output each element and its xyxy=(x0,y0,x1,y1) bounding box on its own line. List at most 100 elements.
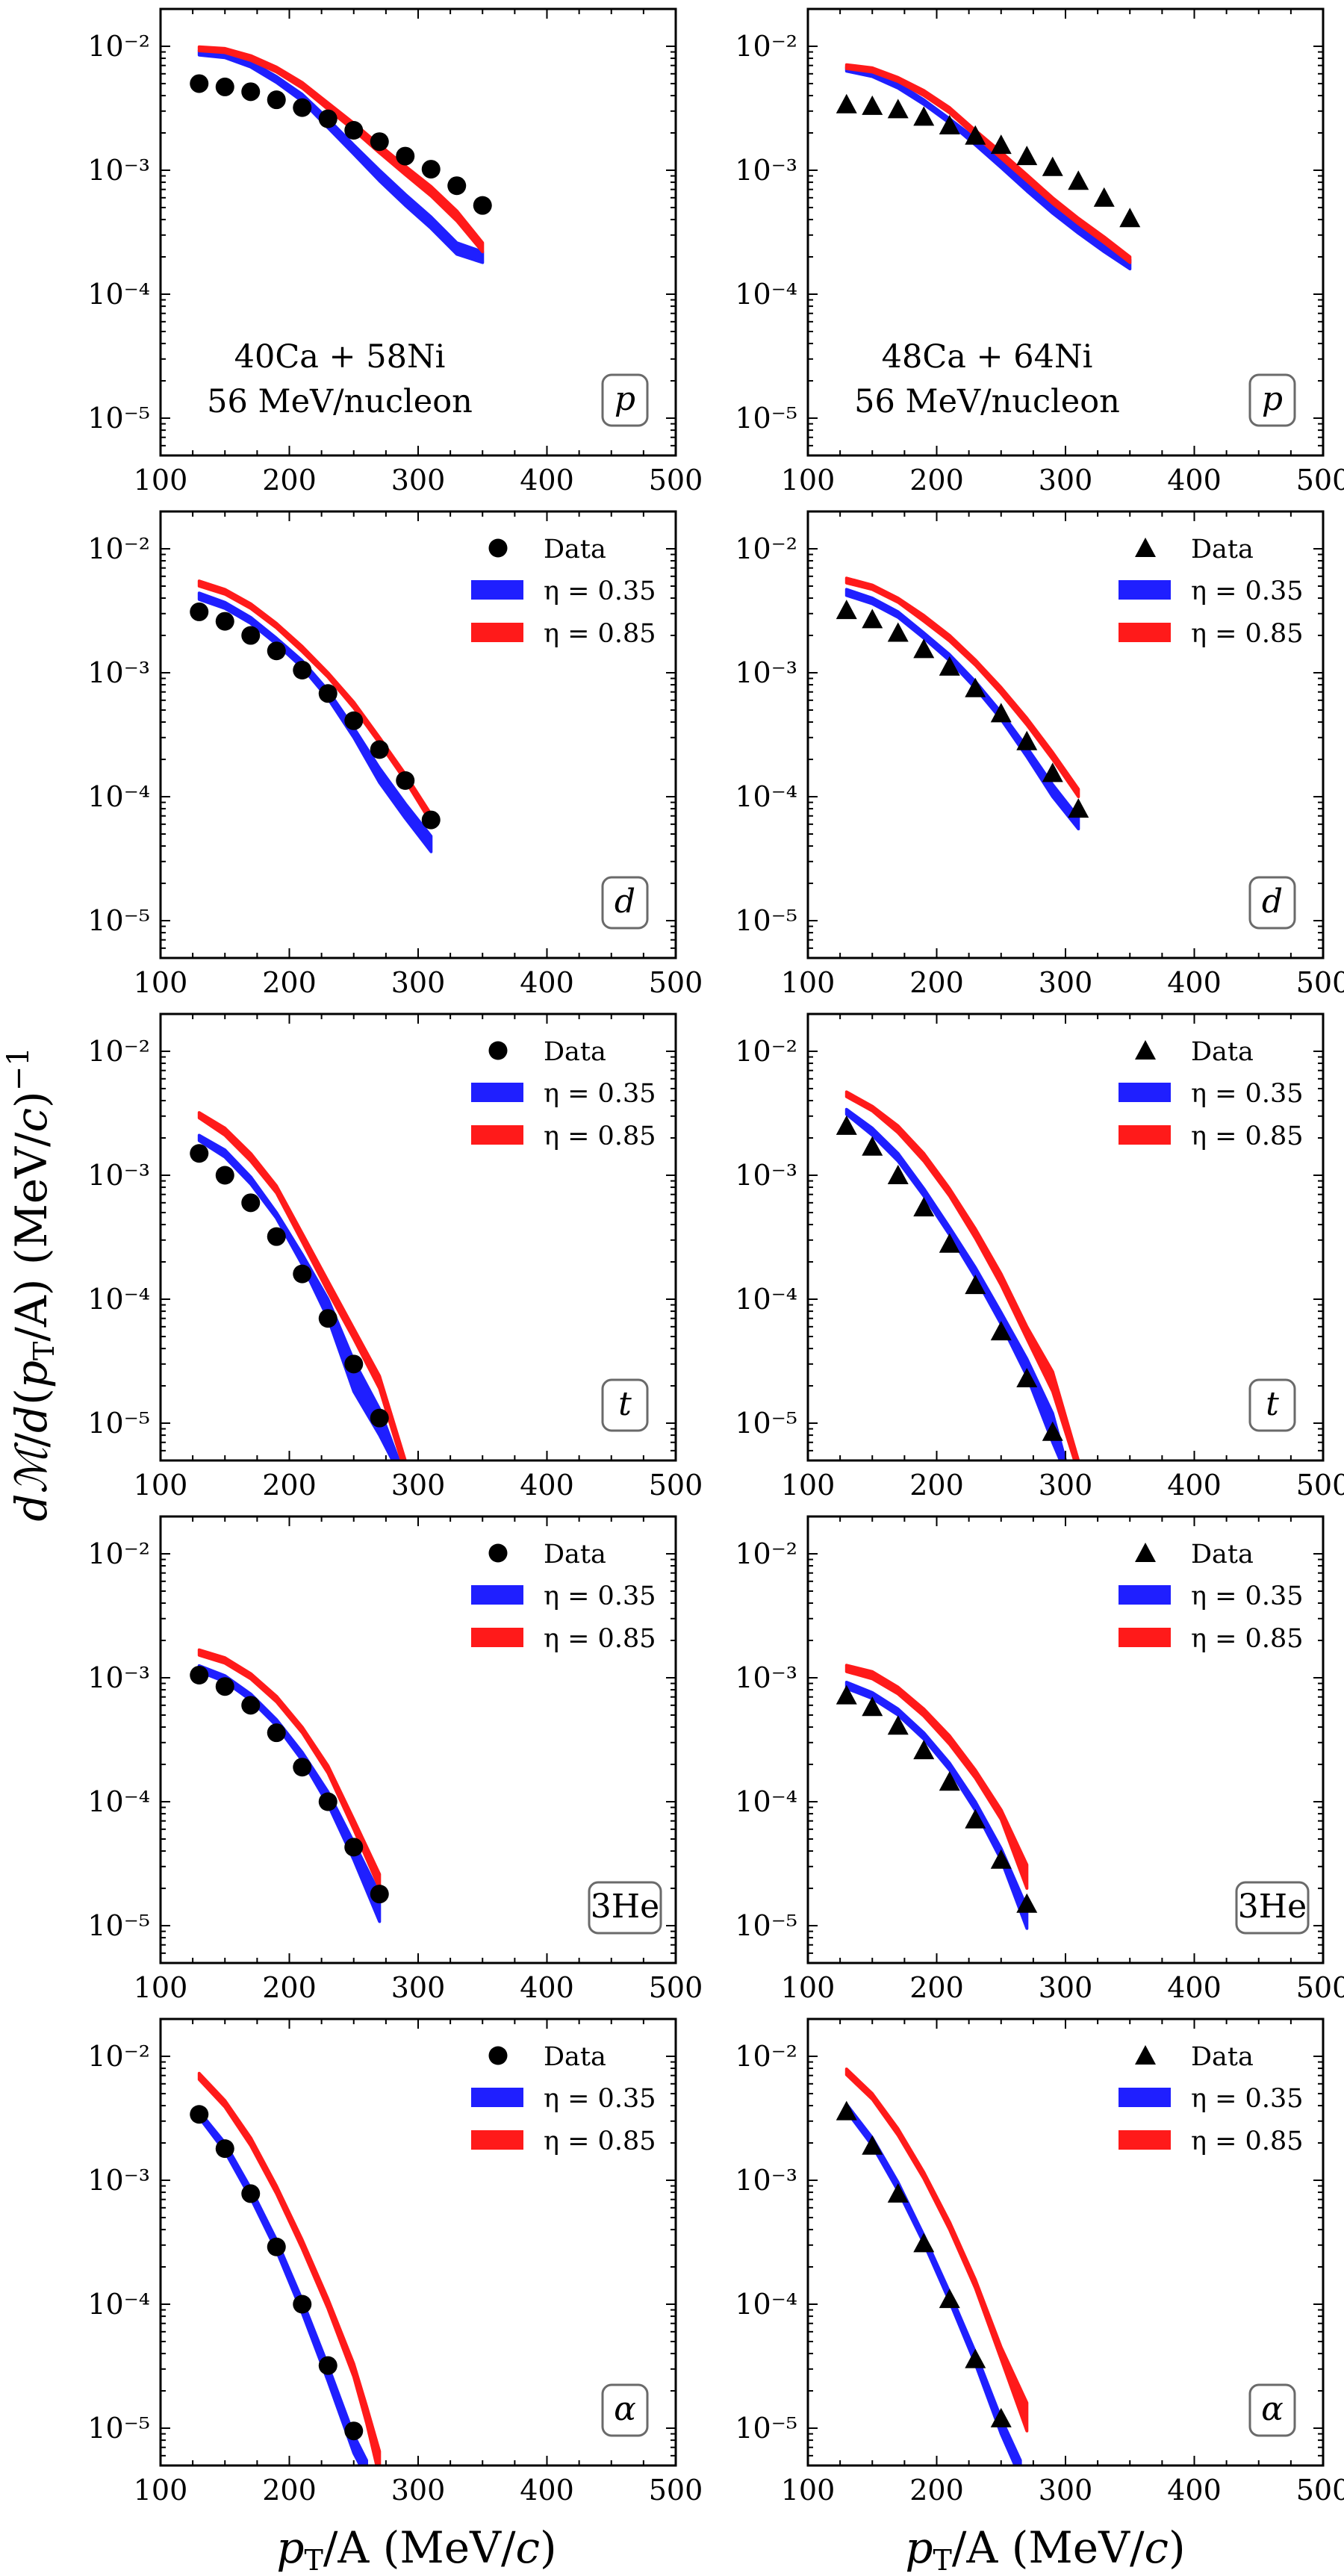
y-tick-label: 10⁻² xyxy=(735,1035,797,1068)
series-band-eta-035 xyxy=(844,1681,1029,1930)
legend-label-data: Data xyxy=(544,535,606,564)
y-tick-label: 10⁻⁴ xyxy=(87,278,150,311)
y-tick-label: 10⁻⁴ xyxy=(735,1785,797,1818)
data-point xyxy=(862,1136,883,1156)
x-tick-label: 400 xyxy=(1167,1971,1222,2004)
data-point xyxy=(965,2348,986,2368)
legend-swatch-eta-035 xyxy=(471,1585,523,1605)
x-tick-label: 200 xyxy=(909,1971,964,2004)
data-point xyxy=(396,146,415,166)
y-tick-label: 10⁻⁴ xyxy=(87,2288,150,2321)
legend-label-eta-035: η = 0.35 xyxy=(1191,1079,1303,1109)
legend-label-eta-035: η = 0.35 xyxy=(544,576,656,606)
data-point xyxy=(344,120,364,140)
data-point xyxy=(862,1696,883,1717)
y-tick-label: 10⁻³ xyxy=(87,656,150,689)
legend-marker-data xyxy=(488,538,508,558)
y-tick-label: 10⁻² xyxy=(87,30,150,63)
legend-label-eta-035: η = 0.35 xyxy=(544,1079,656,1109)
data-point xyxy=(344,1838,364,1857)
x-tick-label: 500 xyxy=(1296,2474,1344,2507)
data-point xyxy=(862,609,883,629)
data-point xyxy=(965,677,986,697)
data-point xyxy=(215,612,234,631)
x-tick-label: 300 xyxy=(1039,464,1093,497)
panel-p-Ca48: 100 200 300 400 500 10⁻² 10⁻³ 10⁻⁴ 10⁻⁵ p 48Ca + 6… xyxy=(735,7,1344,497)
data-point xyxy=(241,2184,261,2203)
data-point xyxy=(836,1115,857,1135)
x-tick-label: 500 xyxy=(649,1469,703,1502)
data-point xyxy=(913,1197,935,1217)
legend-swatch-eta-085 xyxy=(471,1125,523,1145)
series-band-eta-085 xyxy=(844,576,1080,798)
legend-marker-data xyxy=(1135,1543,1156,1562)
data-point xyxy=(293,98,312,117)
x-tick-label: 200 xyxy=(909,1469,964,1502)
data-point xyxy=(887,622,909,642)
legend-marker-data xyxy=(488,1041,508,1060)
particle-label: p xyxy=(1262,380,1283,418)
legend-label-eta-085: η = 0.85 xyxy=(1191,619,1303,649)
series-band-eta-035 xyxy=(844,65,1132,271)
y-tick-label: 10⁻⁵ xyxy=(87,904,150,937)
y-tick-label: 10⁻⁴ xyxy=(87,780,150,813)
x-tick-label: 300 xyxy=(1039,2474,1093,2507)
data-point xyxy=(836,1684,857,1705)
plot-area xyxy=(190,1648,389,1923)
data-point xyxy=(190,2105,209,2124)
legend-label-data: Data xyxy=(1191,1037,1254,1067)
x-tick-label: 300 xyxy=(391,1971,446,2004)
y-axis-title: dℳ/d(pT/A) (MeV/c)−1 xyxy=(1,1047,60,1521)
data-point xyxy=(267,1227,286,1246)
data-point xyxy=(318,2356,337,2375)
y-tick-label: 10⁻⁵ xyxy=(87,1407,150,1440)
data-point xyxy=(267,641,286,661)
panel-t-Ca40: 100 200 300 400 500 10⁻² 10⁻³ 10⁻⁴ 10⁻⁵ t Data η = … xyxy=(87,1012,703,1502)
data-point xyxy=(1016,146,1038,166)
y-tick-label: 10⁻² xyxy=(735,30,797,63)
y-tick-label: 10⁻⁴ xyxy=(735,2288,797,2321)
x-tick-label: 400 xyxy=(520,1971,574,2004)
panel-He3-Ca40: 100 200 300 400 500 10⁻² 10⁻³ 10⁻⁴ 10⁻⁵ 3He Data η … xyxy=(87,1515,703,2004)
legend-swatch-eta-035 xyxy=(1119,580,1171,600)
panel-t-Ca48: 100 200 300 400 500 10⁻² 10⁻³ 10⁻⁴ 10⁻⁵ t Data η = … xyxy=(735,1012,1344,1502)
y-tick-label: 10⁻⁵ xyxy=(735,2412,797,2445)
y-tick-label: 10⁻⁵ xyxy=(87,1909,150,1942)
x-tick-label: 100 xyxy=(134,2474,188,2507)
legend-swatch-eta-085 xyxy=(471,1628,523,1647)
data-point xyxy=(939,114,960,134)
x-tick-label: 100 xyxy=(781,1469,836,1502)
y-tick-label: 10⁻⁴ xyxy=(87,1785,150,1818)
x-tick-label: 100 xyxy=(134,1971,188,2004)
x-tick-label: 400 xyxy=(1167,464,1222,497)
x-tick-label: 200 xyxy=(909,966,964,999)
y-tick-label: 10⁻⁵ xyxy=(735,1909,797,1942)
x-tick-label: 400 xyxy=(520,2474,574,2507)
plot-area xyxy=(190,1111,407,1460)
y-tick-label: 10⁻³ xyxy=(735,1159,797,1192)
data-point xyxy=(1093,187,1115,207)
x-tick-label: 100 xyxy=(134,966,188,999)
data-point xyxy=(887,1164,909,1184)
data-point xyxy=(1016,1367,1038,1387)
x-tick-label: 200 xyxy=(909,2474,964,2507)
data-point xyxy=(370,1885,389,1904)
x-tick-label: 200 xyxy=(909,464,964,497)
x-tick-label: 200 xyxy=(262,1469,317,1502)
plot-area xyxy=(836,2068,1029,2465)
particle-box xyxy=(1248,876,1296,930)
data-point xyxy=(1042,762,1063,783)
x-tick-label: 400 xyxy=(1167,2474,1222,2507)
legend-label-eta-085: η = 0.85 xyxy=(1191,1121,1303,1151)
particle-label: t xyxy=(1266,1385,1279,1423)
y-tick-label: 10⁻³ xyxy=(87,2164,150,2197)
data-point xyxy=(447,176,467,196)
x-tick-label: 500 xyxy=(1296,1469,1344,1502)
legend-swatch-eta-085 xyxy=(1119,2130,1171,2150)
x-tick-label: 400 xyxy=(520,966,574,999)
x-tick-label: 200 xyxy=(262,464,317,497)
data-point xyxy=(965,1808,986,1829)
x-tick-label: 100 xyxy=(781,1971,836,2004)
data-point xyxy=(1042,156,1063,176)
data-point xyxy=(887,2183,909,2203)
